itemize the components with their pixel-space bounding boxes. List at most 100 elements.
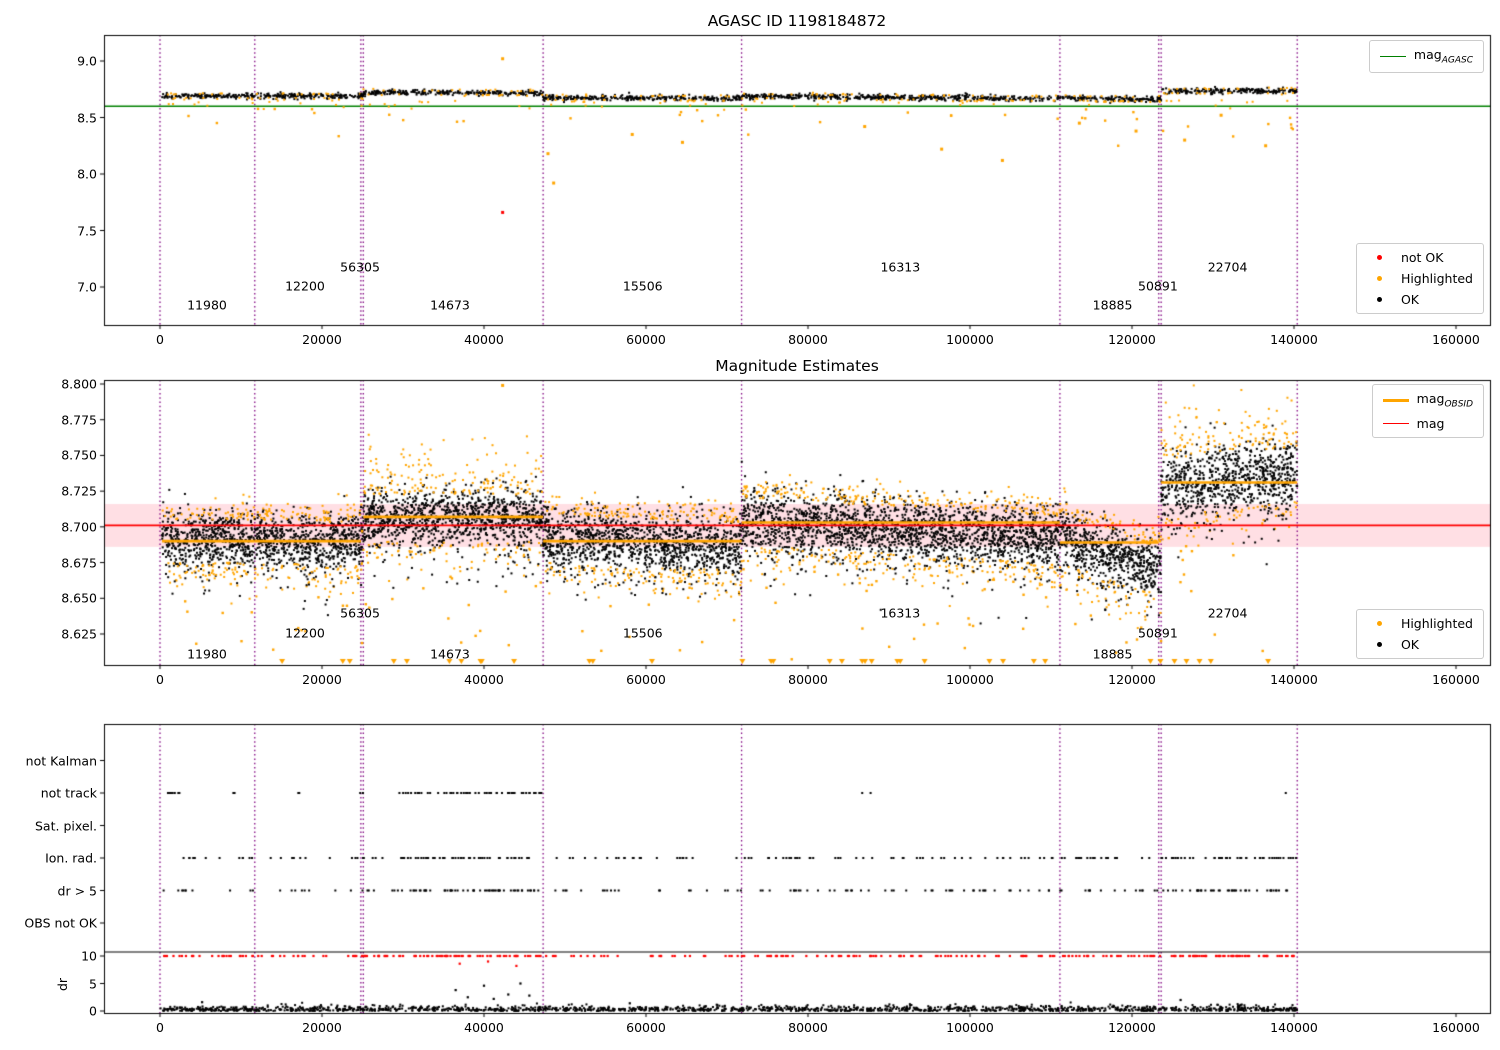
legend-row-mag-obsid: magOBSID xyxy=(1382,391,1473,410)
x-tick-label: 140000 xyxy=(1270,672,1318,687)
dr-tick-label: 10 xyxy=(81,948,97,964)
obsid-label-top: 56305 xyxy=(340,259,380,275)
mag-agasc-label-sub: AGASC xyxy=(1441,55,1473,66)
flag-category-label: not track xyxy=(40,785,97,801)
obsid-label-middle: 15506 xyxy=(622,625,663,641)
obsid-label-middle: 18885 xyxy=(1092,646,1133,662)
y-tick-label-top: 9.0 xyxy=(77,53,97,69)
x-tick-label: 40000 xyxy=(464,672,504,687)
obsid-label-middle: 22704 xyxy=(1207,605,1248,621)
y-tick-label-top: 8.5 xyxy=(77,110,97,125)
legend-middle-lines: magOBSID mag xyxy=(1371,384,1484,438)
highlighted-label: Highlighted xyxy=(1400,271,1473,286)
obsid-label-middle: 12200 xyxy=(285,625,325,641)
y-tick-label-middle: 8.800 xyxy=(61,376,97,392)
obsid-label-top: 50891 xyxy=(1138,278,1178,294)
mag-label-main: mag xyxy=(1416,415,1445,431)
mag-agasc-label-main: mag xyxy=(1413,47,1442,62)
legend-row-highlighted: Highlighted xyxy=(1367,271,1473,286)
x-tick-label: 100000 xyxy=(946,1020,994,1035)
x-tick-label: 20000 xyxy=(302,672,342,687)
x-tick-label: 60000 xyxy=(626,672,666,687)
legend-row-mag: mag xyxy=(1382,416,1473,431)
ok-marker-mid-icon xyxy=(1376,642,1382,647)
mag-obsid-label-sub: OBSID xyxy=(1444,399,1473,410)
ok-mid-label: OK xyxy=(1400,637,1419,652)
legend-row-not-ok: not OK xyxy=(1367,250,1473,265)
legend-top-markers: not OK Highlighted OK xyxy=(1355,243,1484,314)
y-tick-label-middle: 8.625 xyxy=(61,626,97,642)
mag-obsid-line-swatch xyxy=(1382,398,1409,402)
x-tick-label: 60000 xyxy=(626,1020,666,1035)
mag-agasc-label: magAGASC xyxy=(1414,47,1473,66)
y-tick-label-top: 7.0 xyxy=(77,279,97,295)
obsid-label-middle: 16313 xyxy=(880,605,921,621)
x-tick-label: 100000 xyxy=(946,332,994,347)
obsid-label-top: 12200 xyxy=(285,278,325,294)
flag-category-label: Ion. rad. xyxy=(45,850,97,866)
y-tick-label-middle: 8.750 xyxy=(61,447,97,463)
obsid-label-top: 14673 xyxy=(430,297,470,313)
obsid-label-middle: 56305 xyxy=(340,605,380,621)
y-tick-label-middle: 8.775 xyxy=(61,412,97,428)
legend-mag-agasc: magAGASC xyxy=(1368,40,1484,73)
obsid-label-top: 16313 xyxy=(880,259,921,275)
x-tick-label: 160000 xyxy=(1432,1020,1480,1035)
obsid-label-middle: 50891 xyxy=(1138,625,1178,641)
y-tick-label-middle: 8.725 xyxy=(61,483,97,499)
middle-chart-title: Magnitude Estimates xyxy=(715,357,879,375)
mag-agasc-line-swatch xyxy=(1379,55,1406,57)
y-tick-label-top: 8.0 xyxy=(77,166,97,182)
x-tick-label: 20000 xyxy=(302,332,342,347)
highlighted-marker-icon xyxy=(1376,276,1382,281)
x-tick-label: 160000 xyxy=(1432,332,1480,347)
y-tick-label-middle: 8.700 xyxy=(61,519,97,535)
x-tick-label: 0 xyxy=(156,1020,164,1035)
dr-axis-label: dr xyxy=(55,977,71,992)
legend-row-highlighted-mid: Highlighted xyxy=(1367,616,1473,631)
mag-label: mag xyxy=(1417,416,1445,431)
mag-line-swatch xyxy=(1382,422,1409,424)
x-tick-label: 80000 xyxy=(788,332,828,347)
highlighted-marker-mid-icon xyxy=(1376,621,1382,626)
x-tick-label: 0 xyxy=(156,672,164,687)
not-ok-label: not OK xyxy=(1400,250,1444,265)
dr-tick-label: 5 xyxy=(89,976,97,991)
y-tick-label-middle: 8.675 xyxy=(61,555,97,571)
legend-middle-markers: Highlighted OK xyxy=(1355,609,1484,659)
obsid-label-middle: 11980 xyxy=(187,646,227,662)
x-tick-label: 120000 xyxy=(1108,332,1156,347)
legend-row-ok: OK xyxy=(1367,292,1473,307)
flag-category-label: not Kalman xyxy=(25,753,97,768)
x-tick-label: 40000 xyxy=(464,332,504,347)
obsid-label-top: 15506 xyxy=(622,278,663,294)
x-tick-label: 80000 xyxy=(788,672,828,687)
obsid-label-top: 22704 xyxy=(1207,259,1248,275)
x-tick-label: 120000 xyxy=(1108,672,1156,687)
x-tick-label: 140000 xyxy=(1270,1020,1318,1035)
obsid-label-top: 11980 xyxy=(187,297,227,313)
legend-row-mag-agasc: magAGASC xyxy=(1379,47,1473,66)
ok-label: OK xyxy=(1400,292,1419,307)
ok-marker-icon xyxy=(1376,297,1382,302)
mag-obsid-label: magOBSID xyxy=(1417,391,1473,410)
dr-tick-label: 0 xyxy=(89,1003,97,1019)
y-tick-label-middle: 8.650 xyxy=(61,590,97,606)
x-tick-label: 60000 xyxy=(626,332,666,347)
legend-row-ok-mid: OK xyxy=(1367,637,1473,652)
x-tick-label: 80000 xyxy=(788,1020,828,1035)
x-tick-label: 120000 xyxy=(1108,1020,1156,1035)
flag-category-label: OBS not OK xyxy=(24,915,97,931)
highlighted-mid-label: Highlighted xyxy=(1400,616,1473,631)
mag-obsid-label-main: mag xyxy=(1416,391,1445,406)
top-chart-title: AGASC ID 1198184872 xyxy=(707,12,887,30)
flag-category-label: dr > 5 xyxy=(57,883,97,898)
obsid-label-top: 18885 xyxy=(1092,297,1133,313)
x-tick-label: 160000 xyxy=(1432,672,1480,687)
x-tick-label: 100000 xyxy=(946,672,994,687)
x-tick-label: 40000 xyxy=(464,1020,504,1035)
x-tick-label: 20000 xyxy=(302,1020,342,1035)
flag-category-label: Sat. pixel. xyxy=(35,818,97,833)
